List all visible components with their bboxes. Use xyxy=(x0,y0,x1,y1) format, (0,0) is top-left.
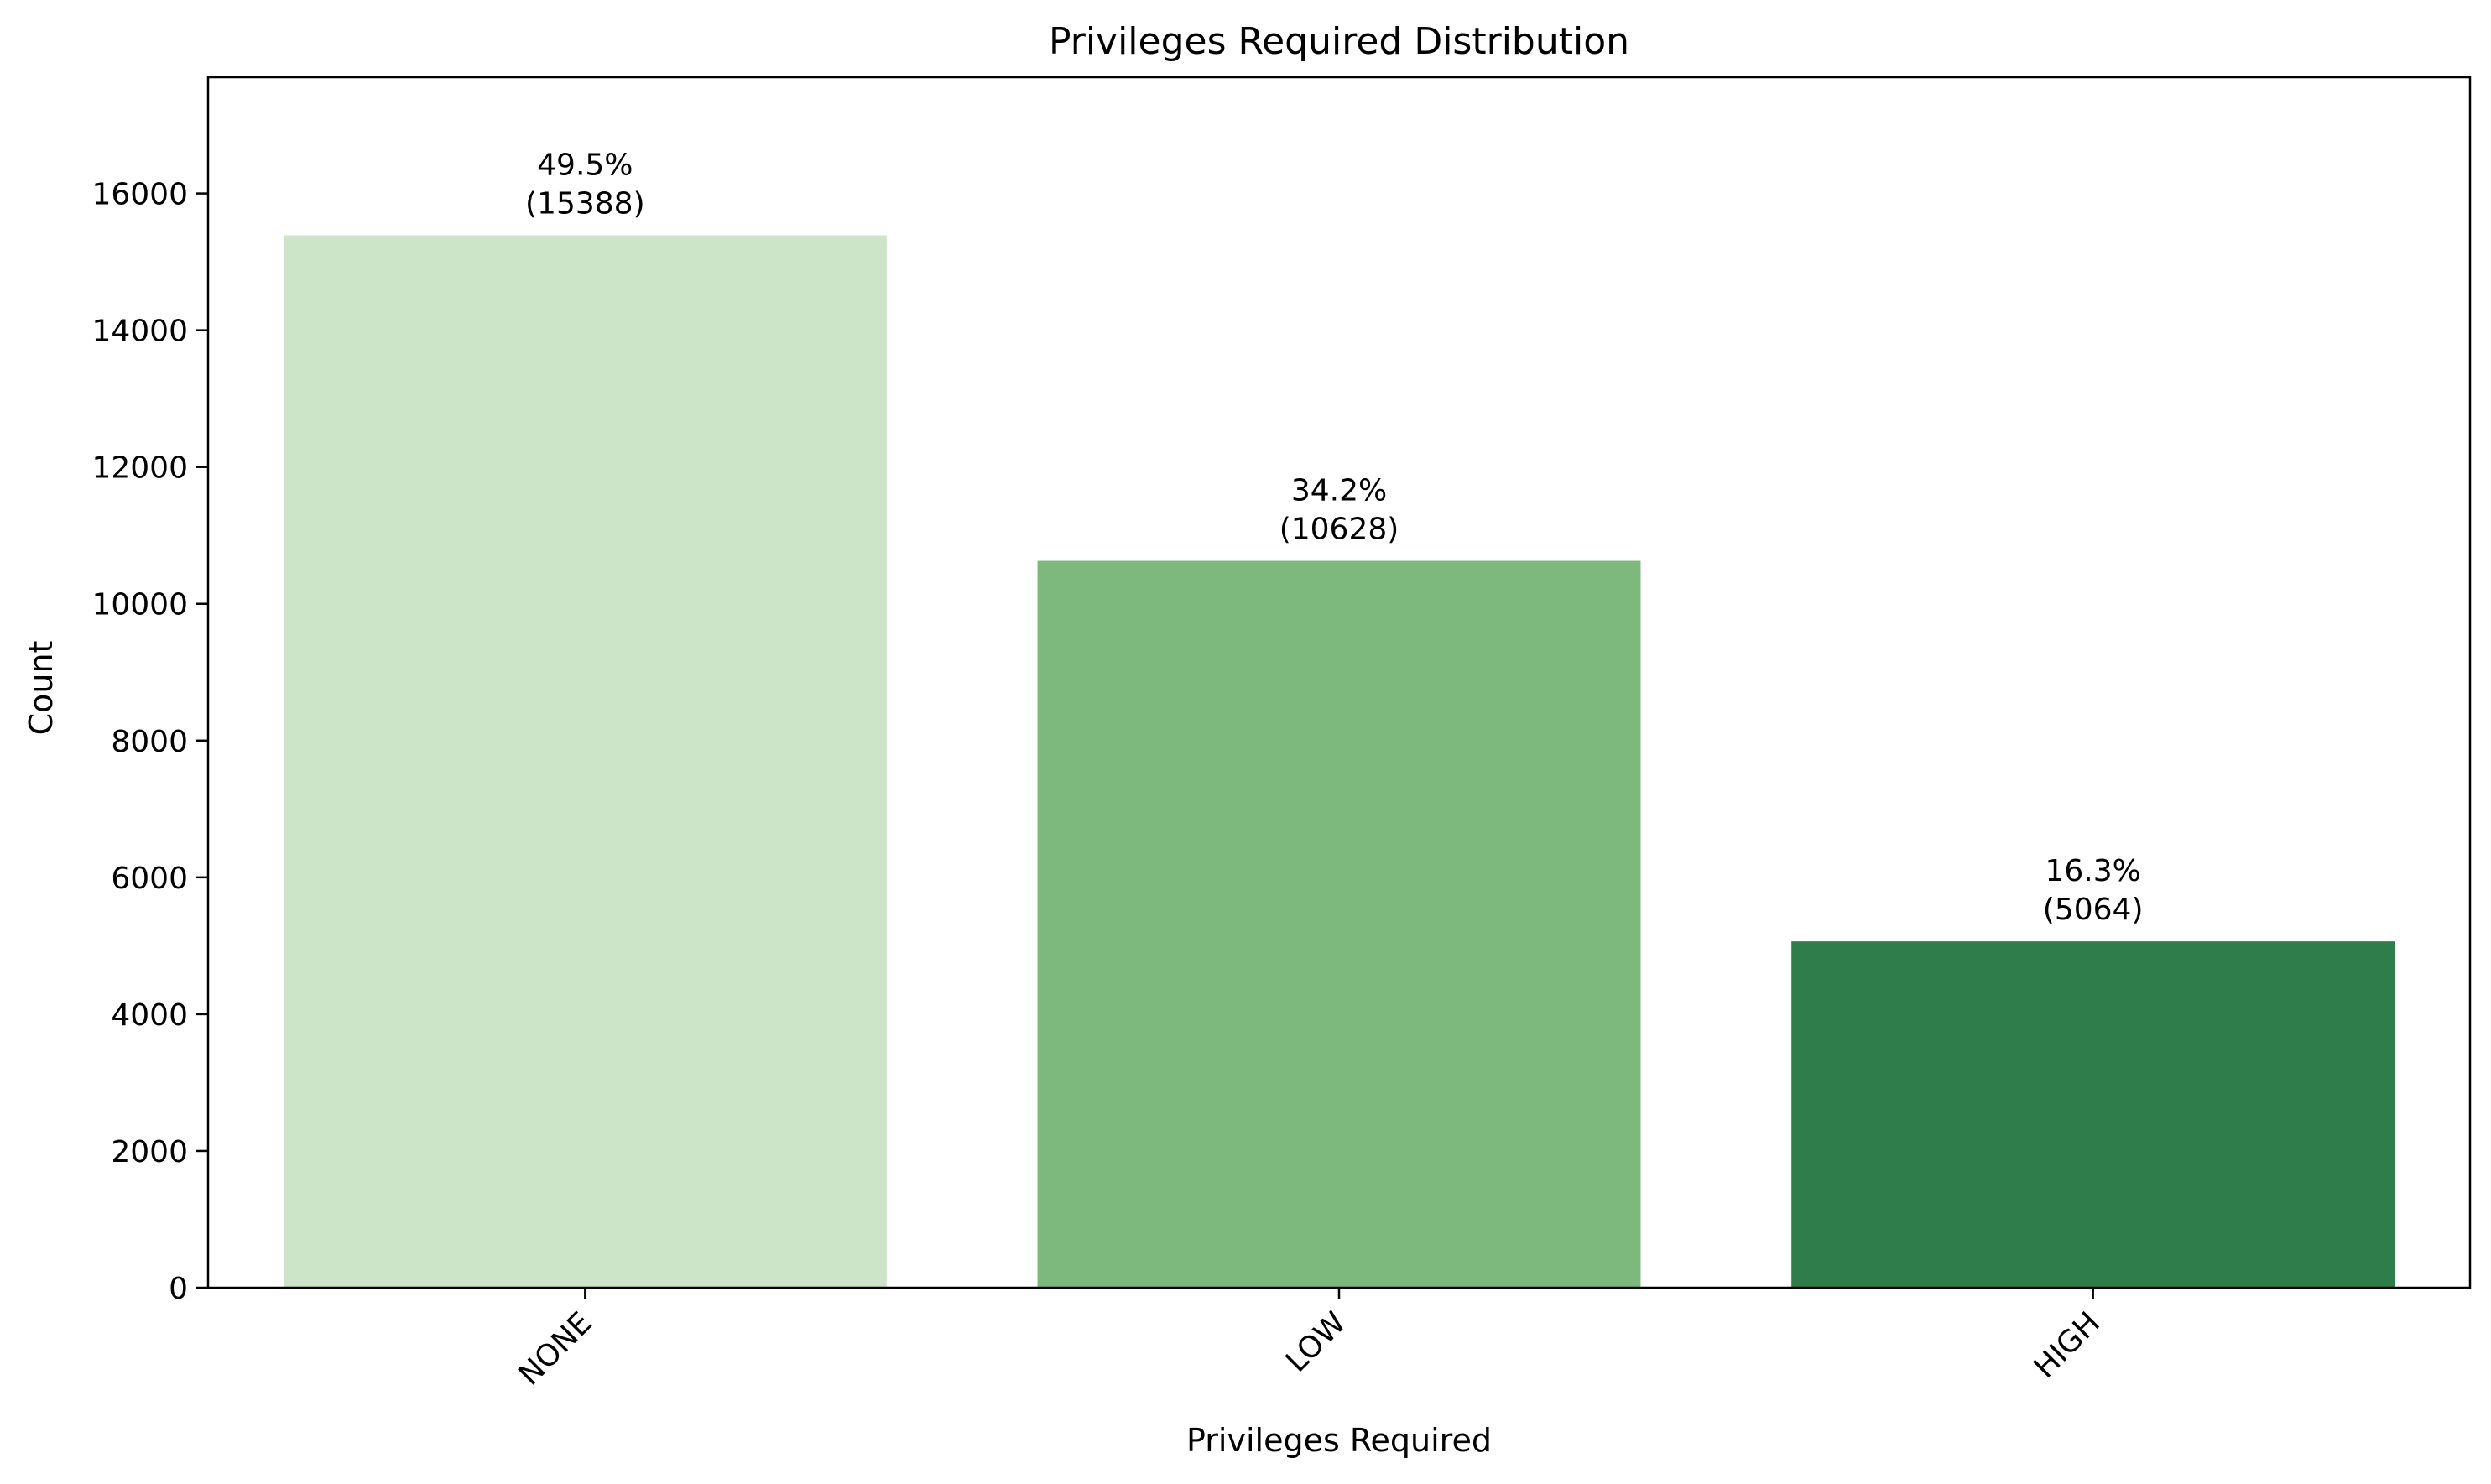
y-axis-label: Count xyxy=(23,641,60,736)
y-tick-label: 0 xyxy=(169,1272,188,1306)
data-label-count-high: (5064) xyxy=(2043,893,2144,927)
data-label-percent-none: 49.5% xyxy=(537,148,633,182)
y-axis: 0 2000 4000 6000 8000 10000 12000 14000 16000 xyxy=(91,178,208,1306)
x-axis-label: Privileges Required xyxy=(1186,1422,1492,1459)
y-tick-label: 16000 xyxy=(91,178,188,212)
data-label-count-none: (15388) xyxy=(525,186,645,221)
bar-high xyxy=(1791,941,2395,1288)
data-labels-group: 49.5% (15388) 34.2% (10628) 16.3% (5064) xyxy=(525,148,2144,927)
y-tick-label: 14000 xyxy=(91,315,188,349)
data-label-percent-high: 16.3% xyxy=(2045,854,2140,888)
y-tick-label: 10000 xyxy=(91,588,188,622)
y-tick-label: 12000 xyxy=(91,451,188,486)
x-tick-label-low: LOW xyxy=(1279,1305,1352,1378)
bar-none xyxy=(283,235,887,1288)
y-tick-label: 4000 xyxy=(111,998,188,1033)
y-tick-label: 8000 xyxy=(111,725,188,759)
data-label-percent-low: 34.2% xyxy=(1291,474,1387,508)
data-label-count-low: (10628) xyxy=(1279,513,1399,547)
y-tick-label: 6000 xyxy=(111,862,188,896)
chart-title: Privileges Required Distribution xyxy=(1049,20,1629,63)
bar-low xyxy=(1037,560,1641,1288)
bars-group xyxy=(283,235,2395,1288)
x-tick-label-none: NONE xyxy=(512,1305,598,1392)
y-tick-label: 2000 xyxy=(111,1135,188,1169)
x-axis: NONE LOW HIGH xyxy=(512,1288,2107,1393)
x-tick-label-high: HIGH xyxy=(2028,1305,2108,1385)
